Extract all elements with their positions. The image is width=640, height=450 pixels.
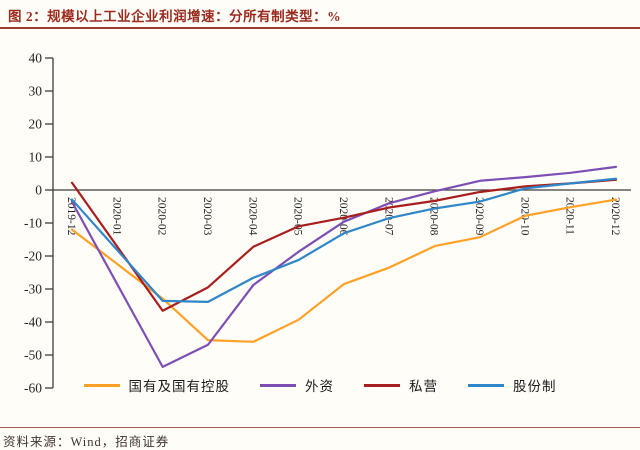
y-axis-label: 0 [35,183,42,198]
y-axis-label: -40 [24,315,42,330]
x-axis-label: 2020-12 [609,197,621,236]
y-axis-label: -10 [24,216,42,231]
series-line-2 [70,178,618,312]
legend-item-2: 私营 [364,375,438,395]
legend-label-3: 股份制 [513,379,557,394]
legend-swatch-0 [83,383,120,387]
y-axis-label: 10 [29,150,43,165]
x-axis-label: 2020-02 [156,197,168,236]
legend-label-0: 国有及国有控股 [128,379,230,394]
legend-item-1: 外资 [260,375,334,395]
x-axis-label: 2020-08 [428,197,440,236]
figure-title: 图 2：规模以上工业企业利润增速：分所有制类型：% [8,9,342,24]
y-axis-label: -20 [24,249,42,264]
footer-divider-rule [0,427,640,428]
legend-item-0: 国有及国有控股 [83,375,231,395]
source-note: 资料来源：Wind，招商证券 [3,435,170,449]
x-axis-label: 2020-11 [564,197,576,235]
title-divider-rule [0,27,640,29]
x-axis-label: 2020-04 [246,197,258,236]
legend-label-1: 外资 [305,379,334,394]
legend-label-2: 私营 [409,379,438,394]
legend-swatch-3 [468,383,504,387]
y-axis-label: 20 [29,117,43,132]
x-axis-label: 2020-06 [337,197,349,236]
y-axis-label: -60 [24,381,42,396]
legend-swatch-2 [364,383,400,387]
legend-swatch-1 [260,383,296,387]
x-axis-label: 2020-09 [473,197,485,236]
x-axis-label: 2020-03 [201,197,213,236]
series-line-0 [70,198,618,343]
legend-item-3: 股份制 [468,375,557,395]
y-axis-label: 30 [29,84,43,99]
series-line-3 [70,177,618,303]
y-axis-label: -30 [24,282,42,297]
chart-legend: 国有及国有控股 外资 私营 股份制 [0,374,640,396]
y-axis-label: 40 [29,51,43,66]
x-axis-label: 2020-01 [110,197,122,236]
y-axis-label: -50 [24,348,42,363]
